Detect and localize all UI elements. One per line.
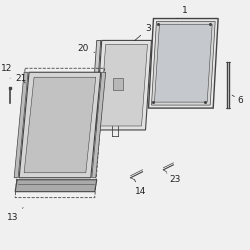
Polygon shape bbox=[154, 24, 212, 102]
Polygon shape bbox=[92, 72, 106, 178]
Polygon shape bbox=[113, 78, 122, 90]
Polygon shape bbox=[24, 77, 96, 173]
Polygon shape bbox=[100, 44, 148, 126]
Text: 3: 3 bbox=[135, 24, 151, 40]
Polygon shape bbox=[19, 72, 101, 178]
Polygon shape bbox=[14, 72, 28, 178]
Text: 21: 21 bbox=[16, 74, 27, 83]
Polygon shape bbox=[148, 18, 218, 108]
Text: 1: 1 bbox=[177, 6, 188, 18]
Polygon shape bbox=[152, 22, 215, 105]
Text: 20: 20 bbox=[77, 44, 95, 53]
Text: 14: 14 bbox=[134, 180, 146, 196]
Polygon shape bbox=[15, 180, 97, 192]
Text: 13: 13 bbox=[8, 208, 23, 222]
Polygon shape bbox=[96, 40, 152, 130]
Text: 6: 6 bbox=[232, 95, 243, 104]
Text: 23: 23 bbox=[166, 173, 181, 184]
Text: 12: 12 bbox=[0, 64, 12, 78]
Polygon shape bbox=[91, 40, 101, 130]
